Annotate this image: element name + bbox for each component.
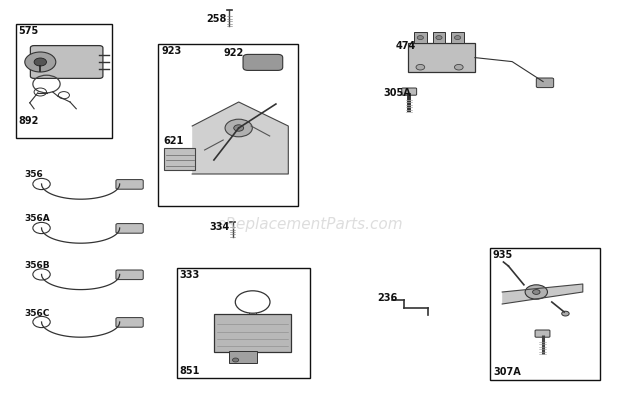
Circle shape: [416, 64, 425, 70]
FancyBboxPatch shape: [535, 330, 550, 337]
Text: 935: 935: [493, 250, 513, 260]
Bar: [414, 32, 427, 43]
Polygon shape: [192, 102, 288, 174]
Text: 621: 621: [163, 136, 184, 146]
Text: 356C: 356C: [25, 309, 50, 318]
FancyBboxPatch shape: [536, 78, 554, 88]
Circle shape: [34, 58, 46, 66]
Polygon shape: [502, 284, 583, 304]
Bar: [229, 351, 257, 363]
FancyBboxPatch shape: [116, 318, 143, 327]
Text: 851: 851: [180, 366, 200, 376]
Circle shape: [417, 36, 423, 40]
Circle shape: [25, 52, 56, 72]
Text: 356: 356: [25, 170, 43, 179]
Text: eReplacementParts.com: eReplacementParts.com: [216, 216, 404, 232]
Circle shape: [454, 36, 461, 40]
Bar: [177, 268, 310, 378]
Bar: [214, 314, 291, 352]
Text: 356B: 356B: [25, 261, 50, 270]
Text: 923: 923: [161, 46, 182, 56]
Circle shape: [234, 125, 244, 131]
Text: 307A: 307A: [493, 367, 521, 377]
Text: 305A: 305A: [383, 88, 411, 98]
FancyBboxPatch shape: [116, 270, 143, 280]
Text: 892: 892: [19, 116, 39, 126]
Text: 356A: 356A: [25, 214, 51, 223]
FancyBboxPatch shape: [116, 180, 143, 189]
Bar: [16, 24, 112, 138]
Circle shape: [436, 36, 442, 40]
Circle shape: [525, 285, 547, 299]
Text: 333: 333: [180, 270, 200, 280]
Circle shape: [454, 64, 463, 70]
Text: 575: 575: [19, 26, 39, 36]
Text: 258: 258: [206, 14, 227, 24]
Bar: [164, 148, 195, 170]
FancyBboxPatch shape: [30, 46, 103, 78]
Text: 236: 236: [377, 293, 397, 303]
Text: 334: 334: [210, 222, 230, 232]
Circle shape: [533, 290, 540, 294]
FancyBboxPatch shape: [402, 88, 417, 95]
Circle shape: [225, 119, 252, 137]
Text: 922: 922: [223, 48, 244, 58]
Circle shape: [562, 311, 569, 316]
Bar: [490, 248, 600, 380]
Bar: [408, 43, 475, 72]
FancyBboxPatch shape: [243, 54, 283, 70]
Circle shape: [232, 358, 239, 362]
Bar: [433, 32, 445, 43]
Text: 474: 474: [396, 41, 416, 51]
FancyBboxPatch shape: [116, 224, 143, 233]
Bar: [451, 32, 464, 43]
Bar: [158, 44, 298, 206]
